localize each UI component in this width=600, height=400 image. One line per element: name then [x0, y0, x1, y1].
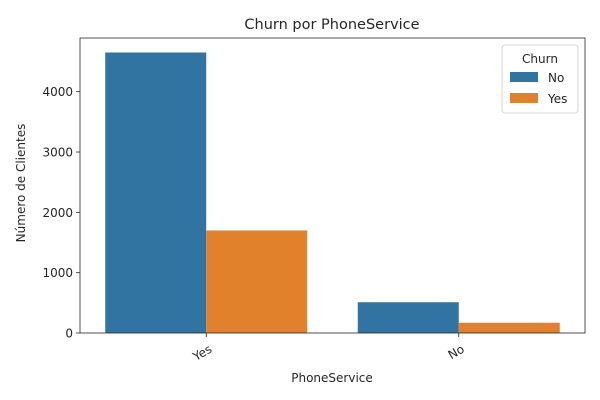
- legend-label-yes: Yes: [547, 92, 567, 106]
- legend-swatch-yes: [510, 93, 538, 103]
- plot-frame: [79, 37, 586, 334]
- legend-title: Churn: [522, 52, 558, 66]
- bar-yes-churn-no: [105, 52, 207, 334]
- x-axis: Yes No: [190, 333, 467, 364]
- legend: Churn No Yes: [501, 44, 579, 114]
- bar-no-churn-yes: [458, 322, 560, 333]
- legend-swatch-no: [510, 72, 538, 82]
- x-tick-label: Yes: [190, 342, 215, 364]
- x-axis-label: PhoneService: [291, 371, 373, 385]
- legend-label-no: No: [548, 71, 564, 85]
- bar-yes-churn-yes: [206, 230, 308, 333]
- y-tick-label: 1000: [42, 266, 73, 280]
- x-tick-label: No: [446, 342, 467, 362]
- y-tick-label: 0: [65, 327, 73, 341]
- bars-group: [105, 52, 560, 334]
- y-tick-label: 4000: [42, 85, 73, 99]
- y-axis-label: Número de Clientes: [14, 124, 28, 243]
- y-axis: 0 1000 2000 3000 4000: [42, 85, 80, 341]
- chart-title: Churn por PhoneService: [244, 17, 419, 33]
- y-tick-label: 2000: [42, 206, 73, 220]
- bar-no-churn-no: [357, 302, 459, 333]
- y-tick-label: 3000: [42, 146, 73, 160]
